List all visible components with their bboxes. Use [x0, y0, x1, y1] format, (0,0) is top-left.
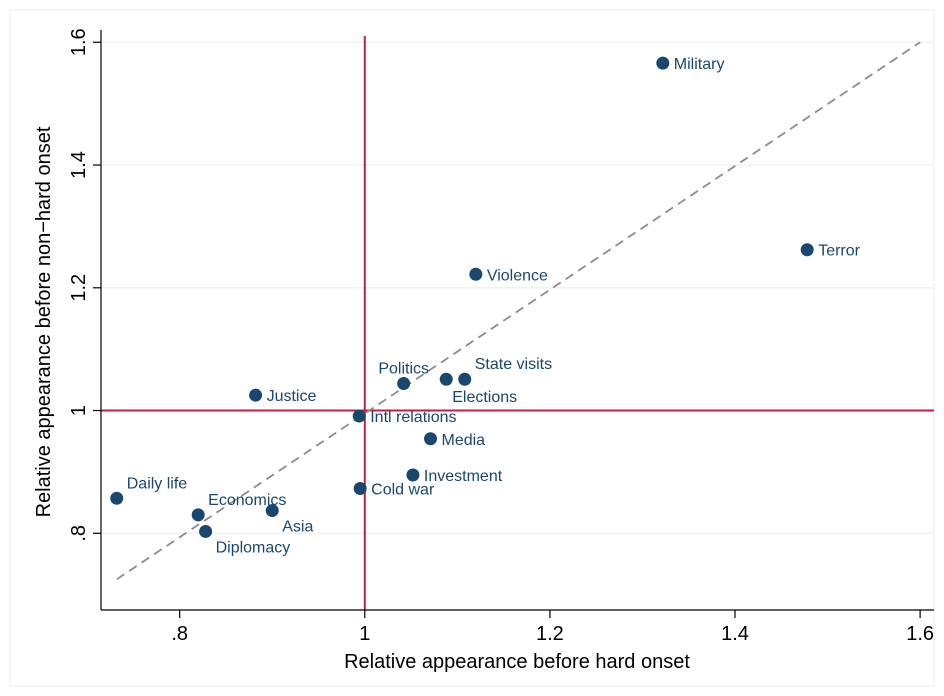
data-point	[353, 481, 367, 495]
point-label: Diplomacy	[216, 539, 291, 556]
point-label: Cold war	[371, 481, 435, 498]
point-label: Media	[441, 432, 485, 449]
data-point	[469, 267, 483, 281]
data-point	[439, 372, 453, 386]
data-point	[191, 508, 205, 522]
y-tick-label: 1.6	[68, 28, 90, 56]
x-tick-label: 1.4	[721, 623, 749, 645]
data-point	[406, 468, 420, 482]
point-label: State visits	[475, 356, 552, 373]
data-point	[423, 432, 437, 446]
point-label: Elections	[452, 389, 517, 406]
data-point	[656, 56, 670, 70]
y-tick-label: .8	[68, 525, 90, 542]
point-label: Military	[674, 56, 725, 73]
x-tick-label: 1	[359, 623, 370, 645]
outer-border	[9, 9, 935, 687]
data-point	[397, 377, 411, 391]
point-label: Terror	[818, 243, 860, 260]
x-tick-label: .8	[171, 623, 188, 645]
x-axis-title: Relative appearance before hard onset	[344, 651, 690, 673]
data-points	[110, 56, 814, 538]
point-label: Politics	[378, 361, 429, 378]
x-tick-label: 1.2	[536, 623, 564, 645]
y-tick-label: 1	[68, 405, 90, 416]
data-point	[800, 243, 814, 257]
axes	[100, 30, 934, 611]
diagonal-line	[116, 41, 921, 581]
point-label: Justice	[267, 388, 317, 405]
data-point	[458, 372, 472, 386]
point-label: Violence	[487, 267, 548, 284]
y-tick-label: 1.2	[68, 274, 90, 302]
point-label: Investment	[424, 468, 503, 485]
point-label: Asia	[282, 519, 313, 536]
reference-lines	[101, 36, 934, 610]
data-point	[110, 491, 124, 505]
x-tick-label: 1.6	[906, 623, 934, 645]
point-label: Economics	[208, 492, 286, 509]
tick-marks: .8 1 1.2 1.4 1.6 .8 1 1.2 1.4 1.6	[68, 28, 934, 645]
data-point	[265, 504, 279, 518]
point-label: Daily life	[127, 475, 188, 492]
y-axis-title: Relative appearance before non−hard onse…	[33, 126, 55, 517]
point-label: Intl relations	[370, 409, 456, 426]
point-labels: Military Terror Violence Politics State visi…	[127, 56, 861, 556]
diagonal-dashed-line	[116, 41, 921, 581]
data-point	[352, 409, 366, 423]
y-tick-label: 1.4	[68, 151, 90, 179]
data-point	[199, 524, 213, 538]
data-point	[249, 388, 263, 402]
